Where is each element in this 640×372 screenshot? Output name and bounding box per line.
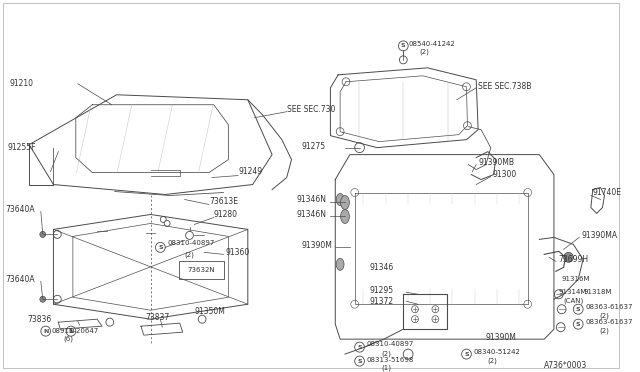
- Text: (2): (2): [185, 251, 195, 257]
- Text: S: S: [357, 359, 362, 363]
- Text: 91390M: 91390M: [486, 333, 516, 341]
- Circle shape: [557, 305, 566, 314]
- Ellipse shape: [340, 196, 349, 209]
- Circle shape: [355, 142, 364, 153]
- Text: 08313-51698: 08313-51698: [366, 357, 413, 363]
- Circle shape: [342, 78, 350, 86]
- Text: 91249: 91249: [238, 167, 262, 176]
- Text: 91295: 91295: [369, 286, 394, 295]
- Circle shape: [40, 231, 45, 237]
- Text: 73699H: 73699H: [559, 255, 589, 264]
- Text: N: N: [68, 328, 74, 334]
- FancyBboxPatch shape: [179, 262, 225, 279]
- Circle shape: [432, 316, 439, 323]
- Text: (2): (2): [488, 358, 498, 364]
- Circle shape: [161, 217, 166, 222]
- Text: S: S: [401, 44, 406, 48]
- Text: 91316M: 91316M: [562, 276, 590, 282]
- Text: (6): (6): [63, 336, 73, 342]
- Circle shape: [554, 290, 563, 299]
- Text: 91314M: 91314M: [559, 289, 587, 295]
- Text: S: S: [357, 344, 362, 350]
- Text: 08363-61637: 08363-61637: [585, 304, 632, 310]
- Text: (2): (2): [381, 351, 391, 357]
- Text: 91350M: 91350M: [195, 307, 225, 316]
- Text: 91360: 91360: [225, 248, 250, 257]
- Text: 91346N: 91346N: [296, 210, 326, 219]
- Text: 91280: 91280: [214, 210, 238, 219]
- Text: 91346N: 91346N: [296, 195, 326, 204]
- Circle shape: [336, 128, 344, 136]
- Text: N: N: [43, 328, 49, 334]
- Text: 08310-40897: 08310-40897: [167, 240, 214, 246]
- Ellipse shape: [340, 209, 349, 224]
- Text: 08540-41242: 08540-41242: [408, 41, 455, 47]
- Ellipse shape: [336, 193, 344, 205]
- Text: 08310-40897: 08310-40897: [366, 341, 413, 347]
- Text: 91390MA: 91390MA: [581, 231, 617, 240]
- Text: 73632N: 73632N: [188, 267, 215, 273]
- Circle shape: [463, 122, 471, 130]
- Text: 08911-20647: 08911-20647: [51, 328, 99, 334]
- Circle shape: [399, 56, 407, 64]
- Text: SEE SEC.738B: SEE SEC.738B: [478, 82, 531, 91]
- Text: 91275: 91275: [301, 142, 325, 151]
- Text: 91300: 91300: [493, 170, 517, 179]
- Circle shape: [164, 221, 170, 227]
- Text: 73640A: 73640A: [5, 275, 35, 284]
- Text: 91346: 91346: [369, 263, 394, 272]
- Circle shape: [564, 252, 573, 262]
- Text: S: S: [576, 322, 580, 327]
- Text: 08363-61637: 08363-61637: [585, 319, 632, 325]
- Text: 91255F: 91255F: [8, 143, 36, 152]
- Ellipse shape: [336, 258, 344, 270]
- Text: (2): (2): [600, 328, 609, 334]
- Text: 73640A: 73640A: [5, 205, 35, 214]
- Text: (2): (2): [600, 313, 609, 320]
- Text: 73613E: 73613E: [209, 197, 238, 206]
- Circle shape: [556, 323, 565, 332]
- Circle shape: [432, 306, 439, 313]
- Text: (1): (1): [381, 365, 391, 371]
- Text: S: S: [158, 245, 163, 250]
- Text: 73837: 73837: [146, 313, 170, 322]
- Text: 91210: 91210: [10, 79, 34, 88]
- Text: 91372: 91372: [369, 297, 394, 306]
- Text: 91390M: 91390M: [301, 241, 332, 250]
- Circle shape: [40, 296, 45, 302]
- Text: 91318M: 91318M: [583, 289, 612, 295]
- Circle shape: [403, 349, 413, 359]
- Text: (2): (2): [420, 49, 429, 55]
- Text: (CAN): (CAN): [564, 298, 584, 305]
- Text: SEE SEC.730: SEE SEC.730: [287, 105, 335, 114]
- Circle shape: [198, 315, 206, 323]
- Circle shape: [412, 306, 419, 313]
- Text: 91390MB: 91390MB: [478, 158, 514, 167]
- Text: 08340-51242: 08340-51242: [473, 349, 520, 355]
- Text: A736*0003: A736*0003: [544, 360, 588, 369]
- Circle shape: [412, 316, 419, 323]
- Text: S: S: [576, 307, 580, 312]
- Text: 73836: 73836: [28, 315, 51, 324]
- Text: 91740E: 91740E: [593, 188, 622, 197]
- Circle shape: [106, 318, 114, 326]
- Text: S: S: [464, 352, 468, 357]
- Circle shape: [463, 83, 470, 91]
- Circle shape: [186, 231, 193, 240]
